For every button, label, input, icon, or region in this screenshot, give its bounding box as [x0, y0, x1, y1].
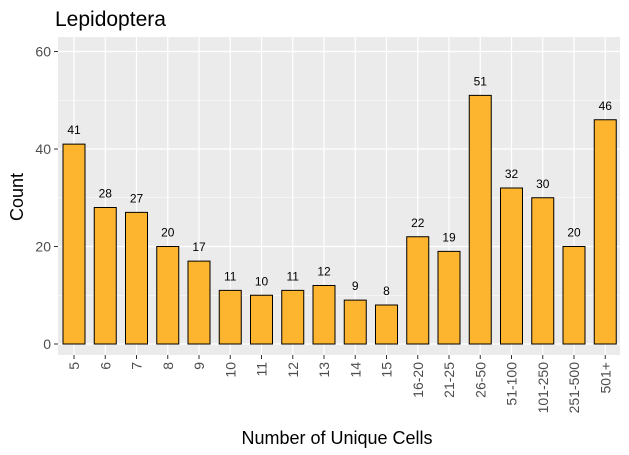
bar: [468, 94, 492, 345]
data-label: 11: [287, 269, 300, 283]
x-tick-label: 8: [160, 362, 176, 370]
x-tick-label: 16-20: [410, 362, 426, 398]
x-tick-label: 11: [254, 362, 270, 377]
data-label: 20: [567, 226, 581, 240]
x-tick-label: 13: [316, 362, 332, 378]
x-tick-label: 9: [191, 362, 207, 370]
bar: [218, 289, 242, 345]
data-label: 8: [383, 284, 390, 298]
data-label: 20: [161, 226, 175, 240]
bar: [93, 207, 117, 345]
data-label: 27: [130, 191, 144, 205]
bar: [250, 294, 273, 345]
bar: [593, 119, 617, 345]
y-tick-label: 20: [35, 239, 51, 255]
x-tick-label: 6: [97, 362, 113, 370]
data-label: 22: [411, 216, 425, 230]
x-tick-label: 501+: [597, 362, 613, 394]
bar: [375, 304, 398, 345]
minor-gridlines: [58, 99, 620, 296]
x-tick-label: 7: [129, 362, 145, 370]
bar: [500, 187, 523, 345]
data-label: 17: [192, 240, 206, 254]
bar: [531, 197, 555, 345]
bar: [187, 260, 211, 345]
bar: [312, 285, 336, 345]
x-tick-label: 10: [222, 362, 238, 378]
y-tick-label: 60: [35, 44, 51, 60]
bar: [343, 299, 367, 345]
y-tick-label: 0: [43, 336, 51, 352]
chart-title: Lepidoptera: [55, 8, 166, 31]
x-tick-label: 5: [66, 362, 82, 370]
bars: [62, 94, 617, 345]
data-label: 28: [99, 187, 113, 201]
data-label: 32: [505, 167, 519, 181]
data-label: 46: [599, 99, 613, 113]
bar: [156, 246, 180, 345]
y-tick-label: 40: [35, 141, 51, 157]
x-tick-label: 14: [347, 362, 363, 378]
data-labels: 41 28 27 20 17 11 10 11 12 9 8 22 19 51 32 30 20 46: [67, 74, 612, 298]
data-label: 12: [317, 265, 331, 279]
x-tick-label: 15: [379, 362, 395, 378]
y-axis-title: Count: [7, 173, 27, 221]
data-label: 41: [67, 123, 81, 137]
bar: [125, 211, 148, 345]
bar: [62, 143, 86, 345]
data-label: 10: [255, 274, 269, 288]
x-tick-label: 251-500: [566, 362, 582, 414]
x-axis: 5 6 7 8 9 10 11 12 13 14 15 16-20 21-25 26-50 51-100 10…: [66, 355, 613, 413]
data-label: 9: [352, 279, 359, 293]
plot-panel: [58, 37, 620, 355]
data-label: 30: [536, 177, 550, 191]
x-tick-label: 12: [285, 362, 301, 378]
y-axis: 0 20 40 60: [35, 44, 58, 352]
data-label: 51: [474, 74, 488, 88]
bar: [281, 289, 305, 345]
data-label: 19: [442, 230, 456, 244]
x-tick-label: 101-250: [535, 362, 551, 414]
x-tick-label: 26-50: [472, 362, 488, 398]
bar: [437, 250, 461, 345]
x-axis-title: Number of Unique Cells: [241, 428, 432, 448]
x-tick-label: 21-25: [441, 362, 457, 398]
x-tick-label: 51-100: [504, 362, 520, 406]
bar: [406, 236, 430, 345]
data-label: 11: [224, 269, 237, 283]
bar: [562, 246, 586, 345]
